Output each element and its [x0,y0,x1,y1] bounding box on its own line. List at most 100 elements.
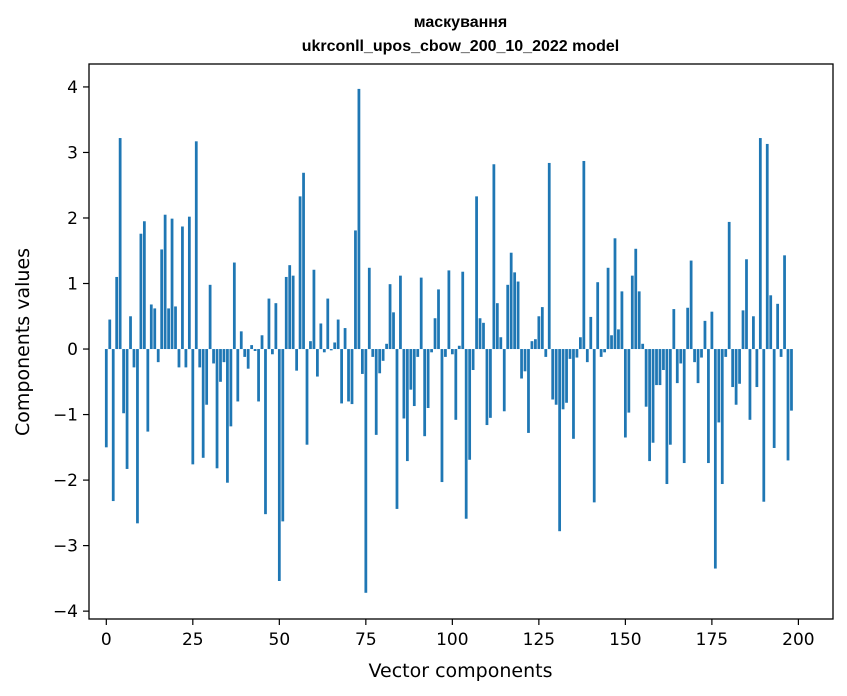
bar [509,252,513,350]
bar [181,226,184,350]
bar [139,233,143,350]
bar [686,307,690,350]
bar [783,255,786,350]
x-tick-label: 100 [436,630,468,650]
x-tick-label: 75 [355,630,377,650]
bar [516,281,520,350]
bar [271,349,274,355]
y-axis-label: Components values [12,248,34,436]
bar [392,312,395,350]
bar [402,349,406,419]
y-tick-label: −2 [53,471,78,491]
bar [291,275,295,350]
bar [433,318,437,350]
bar [606,267,610,350]
bar [444,349,447,357]
bar [160,249,164,350]
bar [450,349,454,355]
bar [142,221,146,350]
bar [610,335,613,350]
bar [357,88,361,350]
bar [333,342,337,350]
bar [492,164,496,350]
bar [440,349,444,483]
bar [696,349,700,384]
bar [340,349,343,404]
bar [575,349,579,358]
bar [426,349,430,409]
bar [741,310,745,350]
bar [153,308,157,350]
bar [568,349,572,359]
chart-title: маскування [414,14,508,31]
bar [111,349,115,502]
bar [565,349,568,403]
bars-group [104,88,793,593]
bar [167,308,170,350]
bar [312,269,316,350]
bar [641,343,645,350]
bar [412,349,416,407]
x-tick-label: 25 [182,630,204,650]
bar [720,349,724,485]
bar [769,295,773,350]
bar [530,341,534,350]
bar [409,349,413,390]
bar [662,349,665,371]
y-tick-label: 4 [67,78,78,98]
bar [264,349,267,515]
bar [437,289,440,350]
bar [623,349,627,438]
bar [544,349,548,357]
bar [461,271,465,350]
bar [648,349,651,462]
bar [163,214,167,350]
y-tick-label: 3 [67,143,78,163]
bar [198,349,202,368]
bar [419,277,423,350]
bar [672,309,676,350]
bar [558,349,562,532]
bar [115,276,119,350]
x-tick-label: 150 [609,630,641,650]
bar [790,349,793,411]
bar [700,349,703,358]
bar [630,275,634,350]
bar [309,341,312,350]
bar [603,349,606,353]
bar [191,349,195,465]
bar [596,282,600,350]
bar [703,320,707,350]
x-tick-label: 0 [101,630,112,650]
bar [693,349,696,363]
bar [281,349,285,522]
bar [499,337,503,350]
bar [416,349,420,357]
bar [288,265,292,350]
bar [329,349,333,351]
bar [156,349,160,363]
bar [260,335,264,350]
bar [104,349,108,448]
plot-frame [88,63,834,620]
bar [579,337,582,350]
bar [464,349,468,519]
x-tick-label: 125 [523,630,555,650]
bar [755,349,759,388]
bar [108,319,112,350]
bar [786,349,790,461]
bar [132,349,136,368]
bar [752,316,755,350]
bar [707,349,710,464]
bar [468,349,472,460]
bar [651,349,655,443]
bar [506,284,510,350]
bar [682,349,686,464]
bar [322,349,326,353]
bar [194,141,198,350]
bar [343,328,347,350]
bar [485,349,489,426]
bar [537,316,541,350]
bar [710,311,714,350]
